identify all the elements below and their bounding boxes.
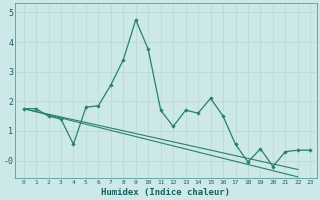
X-axis label: Humidex (Indice chaleur): Humidex (Indice chaleur) <box>101 188 230 197</box>
